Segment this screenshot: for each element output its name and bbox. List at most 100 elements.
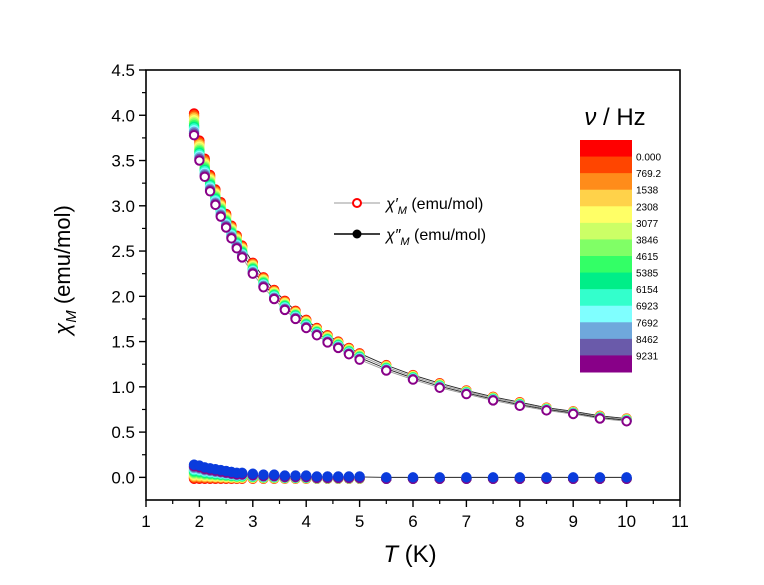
chi-prime-point: [434, 382, 445, 393]
chi-prime-point: [247, 268, 259, 279]
chi-double-prime-point-high-frequency: [514, 472, 526, 483]
x-tick-label: 10: [617, 512, 636, 531]
chi-double-prime-point-high-frequency: [311, 471, 323, 482]
y-tick-label: 1.5: [111, 333, 135, 352]
chi-double-prime-point-high-frequency: [407, 472, 419, 483]
legend-label-chi-double-prime: χ″M (emu/mol): [384, 227, 486, 248]
colorbar-swatch: [580, 222, 632, 240]
x-tick-label: 4: [301, 512, 310, 531]
colorbar-tick-label: 769.2: [636, 169, 661, 180]
chi-prime-point: [311, 330, 323, 341]
colorbar-tick-label: 5385: [636, 269, 659, 280]
colorbar-swatch: [580, 239, 632, 257]
y-tick-label: 3.5: [111, 152, 135, 171]
chi-prime-point: [407, 374, 419, 385]
chi-prime-point: [268, 293, 280, 305]
chi-prime-point: [514, 400, 525, 412]
chi-double-prime-point-high-frequency: [279, 470, 291, 481]
x-axis: 1 2 3 4 5 6 7 8 9 10 11: [141, 500, 689, 531]
colorbar-swatch: [580, 140, 632, 158]
chi-prime-point: [258, 282, 269, 293]
chi-prime-point: [236, 252, 248, 263]
chi-prime-point: [301, 322, 312, 334]
fit-lines: [193, 113, 627, 478]
x-tick-label: 5: [355, 512, 364, 531]
colorbar-swatch: [580, 173, 632, 191]
y-tick-label: 1.0: [111, 378, 135, 397]
colorbar-swatch: [580, 272, 632, 290]
chi-prime-point: [199, 171, 210, 183]
chi-double-prime-point-high-frequency: [322, 471, 333, 482]
legend-marker-open-circle: [352, 198, 362, 208]
chi-double-prime-point-high-frequency: [381, 472, 392, 483]
data-markers: [188, 108, 632, 484]
chi-prime-point: [279, 304, 291, 316]
x-tick-label: 6: [408, 512, 417, 531]
colorbar-title: ν / Hz: [584, 104, 645, 131]
x-tick-label: 3: [248, 512, 257, 531]
y-tick-label: 4.0: [111, 106, 135, 125]
chi-prime-point: [381, 365, 392, 376]
legend-label-chi-prime: χ′M (emu/mol): [384, 196, 483, 217]
chi-prime-point: [461, 388, 472, 400]
colorbar-tick-label: 3846: [636, 235, 659, 246]
colorbar-swatch: [580, 322, 632, 340]
y-axis-label: χM (emu/mol): [50, 205, 80, 337]
chi-double-prime-point-high-frequency: [567, 472, 579, 483]
x-tick-label: 8: [515, 512, 524, 531]
chi-prime-point: [594, 413, 606, 424]
colorbar: ν / Hz 0.000 769.2 1538 2308 3077 3846 4615 538…: [580, 104, 661, 373]
chi-prime-point: [194, 155, 205, 166]
legend: χ′M (emu/mol) χ″M (emu/mol): [334, 196, 486, 248]
chi-double-prime-point-high-frequency: [541, 472, 552, 483]
colorbar-tick-label: 2308: [636, 202, 659, 213]
chi-double-prime-point-high-frequency: [354, 471, 365, 482]
colorbar-swatch: [580, 256, 632, 274]
y-tick-label: 2.0: [111, 287, 135, 306]
chi-double-prime-point-high-frequency: [434, 472, 445, 483]
chi-prime-point: [188, 129, 200, 141]
colorbar-swatch: [580, 189, 632, 207]
chi-double-prime-point-high-frequency: [621, 472, 632, 483]
colorbar-tick-label: 3077: [636, 219, 659, 230]
colorbar-swatch: [580, 289, 632, 307]
colorbar-tick-label: 1538: [636, 186, 659, 197]
legend-item-chi-prime: χ′M (emu/mol): [334, 196, 483, 217]
colorbar-tick-label: 7692: [636, 318, 659, 329]
x-tick-label: 1: [141, 512, 150, 531]
chi-double-prime-point-high-frequency: [290, 470, 301, 481]
chi-double-prime-point-high-frequency: [487, 472, 499, 483]
chi-prime-point: [220, 222, 232, 233]
chi-prime-point: [290, 313, 301, 325]
x-axis-label: T (K): [383, 541, 436, 568]
colorbar-tick-label: 0.000: [636, 153, 661, 164]
colorbar-swatch: [580, 206, 632, 224]
y-tick-label: 4.5: [111, 61, 135, 80]
x-tick-label: 7: [462, 512, 471, 531]
chi-double-prime-point-high-frequency: [332, 471, 344, 482]
y-tick-label: 3.0: [111, 197, 135, 216]
chi-prime-point: [621, 416, 632, 427]
x-tick-label: 9: [568, 512, 577, 531]
chi-prime-point: [322, 337, 333, 348]
y-axis: 0.0 0.5 1.0 1.5 2.0 2.5 3.0 3.5 4.0 4.5: [111, 61, 146, 487]
y-tick-label: 2.5: [111, 242, 135, 261]
y-tick-label: 0.0: [111, 468, 135, 487]
chi-double-prime-point-high-frequency: [268, 469, 280, 480]
chi-double-prime-point-high-frequency: [300, 470, 312, 481]
chi-prime-point: [210, 199, 221, 211]
chi-double-prime-point-high-frequency: [236, 467, 248, 479]
legend-item-chi-double-prime: χ″M (emu/mol): [334, 227, 486, 248]
colorbar-swatch: [580, 305, 632, 323]
colorbar-swatch: [580, 338, 632, 356]
chi-prime-point: [354, 354, 365, 365]
chi-prime-point: [215, 211, 226, 222]
x-tick-label: 11: [671, 512, 689, 531]
chi-prime-point: [231, 243, 242, 254]
colorbar-tick-label: 6923: [636, 302, 659, 313]
chi-prime-point: [487, 395, 499, 406]
chi-double-prime-point-high-frequency: [247, 468, 259, 479]
chi-double-prime-point-high-frequency: [461, 472, 472, 483]
legend-marker-filled-circle: [352, 229, 362, 239]
